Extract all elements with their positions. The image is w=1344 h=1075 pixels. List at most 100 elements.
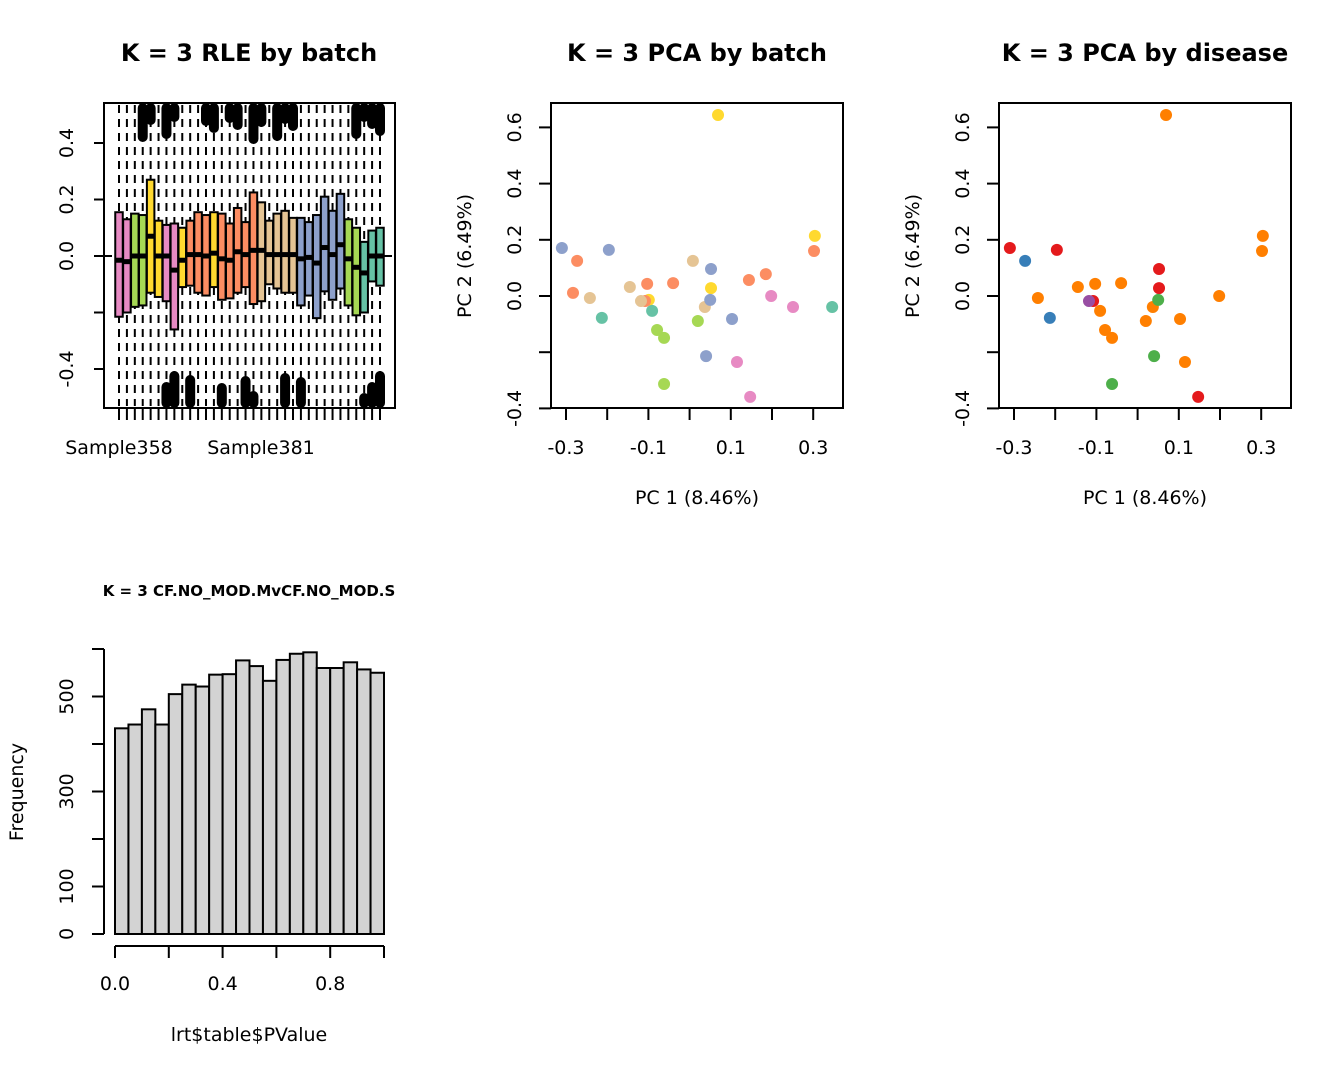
pca-batch-ylabel: PC 2 (6.49%) (454, 194, 476, 318)
pca-point (1256, 229, 1269, 242)
pca-point (1256, 245, 1269, 258)
outlier-cluster-bottom (367, 382, 378, 408)
pca-point (1106, 331, 1119, 344)
outlier-cluster-bottom (161, 382, 172, 408)
pca-point (1178, 356, 1191, 369)
histogram-bar (194, 685, 211, 936)
pca-point (595, 311, 608, 324)
pca-point (1071, 281, 1084, 294)
pca-disease-title: K = 3 PCA by disease (1002, 39, 1289, 67)
histogram-title: K = 3 CF.NO_MOD.MvCF.NO_MOD.S (103, 582, 396, 600)
pca-point (712, 109, 725, 122)
pca-point (744, 390, 757, 403)
pca-point (651, 324, 664, 337)
x-tick-label: Sample381 (207, 437, 315, 459)
pca-point (1094, 304, 1107, 317)
x-tick-label: 0.4 (207, 973, 237, 995)
pca-point (765, 290, 778, 302)
outlier-cluster-top (145, 103, 156, 125)
histogram-bar (369, 671, 385, 935)
pca-point (646, 304, 659, 317)
rle-box (114, 211, 124, 318)
pca-batch-panel: K = 3 PCA by batch PC 1 (8.46%) PC 2 (6.… (454, 39, 844, 509)
pca-point (704, 293, 717, 306)
histogram-bar (235, 659, 251, 936)
pca-point (726, 313, 739, 326)
x-tick-label: 0.3 (1246, 437, 1276, 459)
y-tick-label: 0.6 (504, 112, 526, 142)
pca-point (1031, 291, 1044, 304)
y-tick-label: 0.2 (56, 184, 78, 214)
histogram-bar (329, 667, 345, 935)
rle-box (177, 226, 188, 289)
outlier-cluster-bottom (216, 383, 227, 408)
pca-point (1106, 377, 1119, 390)
outlier-cluster-bottom (359, 393, 370, 408)
outlier-cluster-bottom (295, 377, 306, 408)
histogram-bar (356, 668, 372, 935)
histogram-bar (181, 683, 197, 935)
outlier-cluster-top (351, 103, 362, 139)
x-tick-label: 0.3 (798, 437, 828, 459)
pca-batch-xlabel: PC 1 (8.46%) (635, 487, 759, 509)
rle-box (169, 222, 180, 331)
pca-point (808, 229, 821, 242)
y-tick-label: -0.4 (504, 390, 526, 427)
histogram-bar (221, 673, 238, 935)
y-tick-label: 0.4 (56, 128, 78, 158)
rle-plot-title: K = 3 RLE by batch (121, 39, 377, 67)
histogram-bar (208, 673, 224, 936)
y-tick-label: -0.4 (952, 390, 974, 427)
pca-point (1089, 277, 1102, 290)
pca-batch-title: K = 3 PCA by batch (567, 39, 827, 67)
outlier-cluster-bottom (240, 376, 251, 408)
pca-point (1192, 390, 1205, 403)
rle-box (122, 218, 132, 314)
pca-point (1099, 324, 1112, 337)
outlier-cluster-top (169, 103, 180, 122)
outlier-cluster-top (208, 103, 219, 133)
histogram-bar (302, 651, 318, 935)
outlier-cluster-top (224, 103, 235, 123)
outlier-cluster-top (272, 103, 283, 141)
histogram-bar (167, 693, 184, 935)
pca-point (1115, 277, 1128, 290)
pca-point (1160, 109, 1173, 122)
pca-point (705, 263, 718, 276)
pca-point (691, 315, 704, 328)
histogram-bar (275, 658, 291, 935)
pca-point (686, 254, 699, 267)
y-tick-label: -0.4 (56, 350, 78, 387)
x-tick-label: -0.3 (547, 437, 584, 459)
y-tick-label: 0.4 (504, 168, 526, 198)
rle-box (359, 240, 369, 314)
outlier-cluster-top (137, 103, 148, 142)
pca-point (730, 356, 743, 369)
outlier-cluster-top (232, 103, 243, 130)
histogram-bar (315, 667, 332, 935)
pca-point (759, 268, 772, 281)
y-tick-label: 500 (56, 678, 78, 714)
pca-point (1152, 293, 1165, 306)
pca-point (787, 300, 800, 313)
histogram-bar (127, 723, 143, 936)
histogram-ylabel: Frequency (6, 743, 28, 841)
outlier-cluster-bottom (375, 371, 385, 408)
pca-point (623, 281, 636, 294)
pca-point (705, 282, 718, 295)
plot-frame (550, 102, 844, 409)
x-tick-label: -0.3 (995, 437, 1032, 459)
plot-frame (998, 102, 1292, 409)
pca-point (634, 295, 647, 308)
x-tick-label: Sample358 (65, 437, 173, 459)
y-tick-label: 300 (56, 773, 78, 809)
pca-point (567, 286, 580, 299)
outlier-cluster-bottom (248, 391, 259, 408)
outlier-cluster-bottom (280, 373, 291, 408)
rle-box (161, 223, 172, 303)
pca-point (1153, 263, 1166, 276)
rle-box (272, 212, 282, 290)
histogram-xlabel: lrt$table$PValue (171, 1024, 327, 1046)
outlier-cluster-bottom (185, 375, 196, 408)
rle-box (280, 209, 290, 294)
